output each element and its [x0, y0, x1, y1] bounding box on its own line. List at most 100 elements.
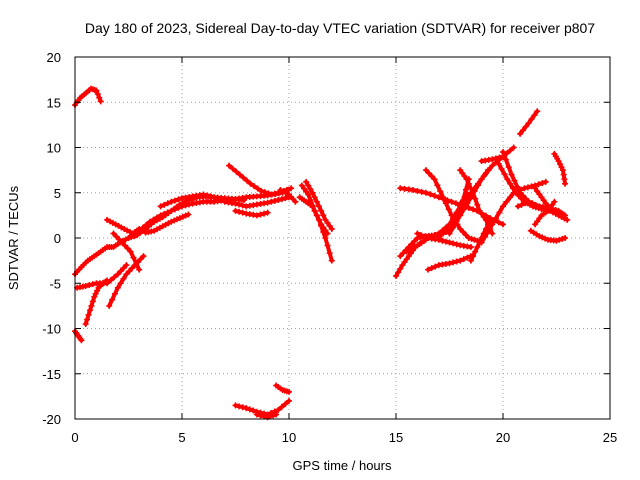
data-point-marker: [408, 241, 415, 248]
data-point-marker: [564, 216, 571, 223]
data-point-marker: [470, 206, 477, 213]
data-point-marker: [432, 263, 439, 270]
data-point-marker: [315, 203, 322, 210]
data-point-marker: [78, 337, 85, 344]
data-point-marker: [328, 257, 335, 264]
data-point-marker: [536, 191, 543, 198]
data-point-marker: [137, 256, 144, 263]
data-point-marker: [123, 271, 130, 278]
data-point-marker: [425, 266, 432, 273]
data-point-marker: [307, 186, 314, 193]
data-point-marker: [507, 147, 514, 154]
data-point-marker: [322, 235, 329, 241]
data-point-marker: [495, 219, 502, 226]
data-point-marker: [470, 189, 477, 196]
data-point-marker: [104, 277, 111, 284]
data-point-marker: [150, 216, 157, 223]
data-point-marker: [536, 233, 543, 240]
data-point-marker: [117, 280, 124, 287]
series-arc-20: [303, 178, 335, 232]
data-point-marker: [328, 225, 335, 232]
data-point-marker: [538, 194, 545, 201]
data-point-marker: [273, 411, 280, 418]
data-point-marker: [171, 206, 178, 213]
data-point-marker: [418, 188, 425, 195]
data-point-marker: [549, 201, 556, 208]
data-point-marker: [457, 167, 464, 174]
data-point-marker: [164, 209, 171, 216]
data-point-marker: [531, 112, 538, 119]
data-point-marker: [442, 225, 449, 232]
x-tick-label: 0: [71, 430, 78, 445]
data-point-marker: [498, 165, 505, 172]
data-point-marker: [511, 177, 518, 184]
data-point-marker: [439, 237, 446, 244]
data-point-marker: [315, 216, 322, 223]
data-point-marker: [496, 209, 503, 216]
data-point-marker: [171, 217, 178, 224]
data-point-marker: [96, 94, 103, 101]
data-point-marker: [452, 200, 459, 207]
data-point-marker: [422, 189, 429, 196]
data-point-marker: [500, 149, 506, 156]
series-arc-11: [157, 191, 292, 210]
data-point-marker: [528, 116, 535, 123]
x-tick-labels: 0 5 10 15 20 25: [71, 430, 617, 445]
data-point-marker: [464, 200, 471, 207]
data-point-marker: [536, 215, 543, 222]
data-point-marker: [124, 245, 131, 252]
data-point-marker: [453, 218, 460, 225]
data-point-marker: [168, 218, 175, 225]
series-arc-15: [253, 411, 280, 421]
data-point-marker: [311, 194, 318, 201]
data-point-marker: [460, 228, 467, 235]
data-point-marker: [111, 274, 118, 281]
y-tick-label: -10: [42, 322, 61, 337]
data-point-marker: [500, 203, 506, 210]
data-point-marker: [246, 406, 253, 413]
data-point-marker: [532, 221, 539, 228]
data-point-marker: [532, 185, 539, 192]
data-point-marker: [154, 214, 161, 221]
data-point-marker: [559, 235, 566, 242]
data-point-marker: [472, 195, 479, 202]
data-point-marker: [121, 242, 128, 249]
data-point-marker: [232, 200, 239, 207]
data-point-marker: [106, 302, 113, 309]
data-point-marker: [275, 196, 282, 203]
data-point-marker: [453, 209, 460, 216]
data-point-marker: [485, 167, 492, 174]
data-point-marker: [93, 87, 100, 94]
data-point-marker: [405, 253, 412, 260]
series-arc-05: [82, 277, 111, 327]
data-point-marker: [239, 209, 246, 216]
data-point-marker: [431, 192, 438, 199]
data-point-marker: [253, 411, 260, 418]
data-point-marker: [117, 268, 124, 275]
data-point-marker: [89, 281, 96, 288]
data-point-marker: [539, 205, 546, 212]
data-point-marker: [457, 203, 464, 210]
series-line: [111, 231, 142, 272]
data-point-marker: [425, 170, 432, 177]
data-point-marker: [553, 237, 560, 244]
data-point-marker: [534, 218, 541, 225]
data-point-marker: [470, 253, 477, 260]
data-point-marker: [502, 156, 509, 163]
data-point-marker: [501, 171, 508, 178]
data-point-marker: [471, 236, 478, 243]
data-point-marker: [261, 189, 268, 196]
data-point-marker: [253, 212, 260, 219]
data-point-marker: [410, 187, 417, 194]
data-point-marker: [120, 265, 127, 272]
series-line: [468, 217, 493, 263]
data-point-marker: [292, 198, 299, 205]
data-point-marker: [528, 183, 535, 190]
data-point-marker: [427, 191, 434, 198]
data-point-marker: [92, 290, 99, 297]
data-point-marker: [446, 221, 453, 228]
data-point-marker: [286, 388, 292, 395]
data-point-marker: [307, 196, 314, 203]
data-point-marker: [557, 161, 564, 168]
data-point-marker: [457, 212, 464, 219]
